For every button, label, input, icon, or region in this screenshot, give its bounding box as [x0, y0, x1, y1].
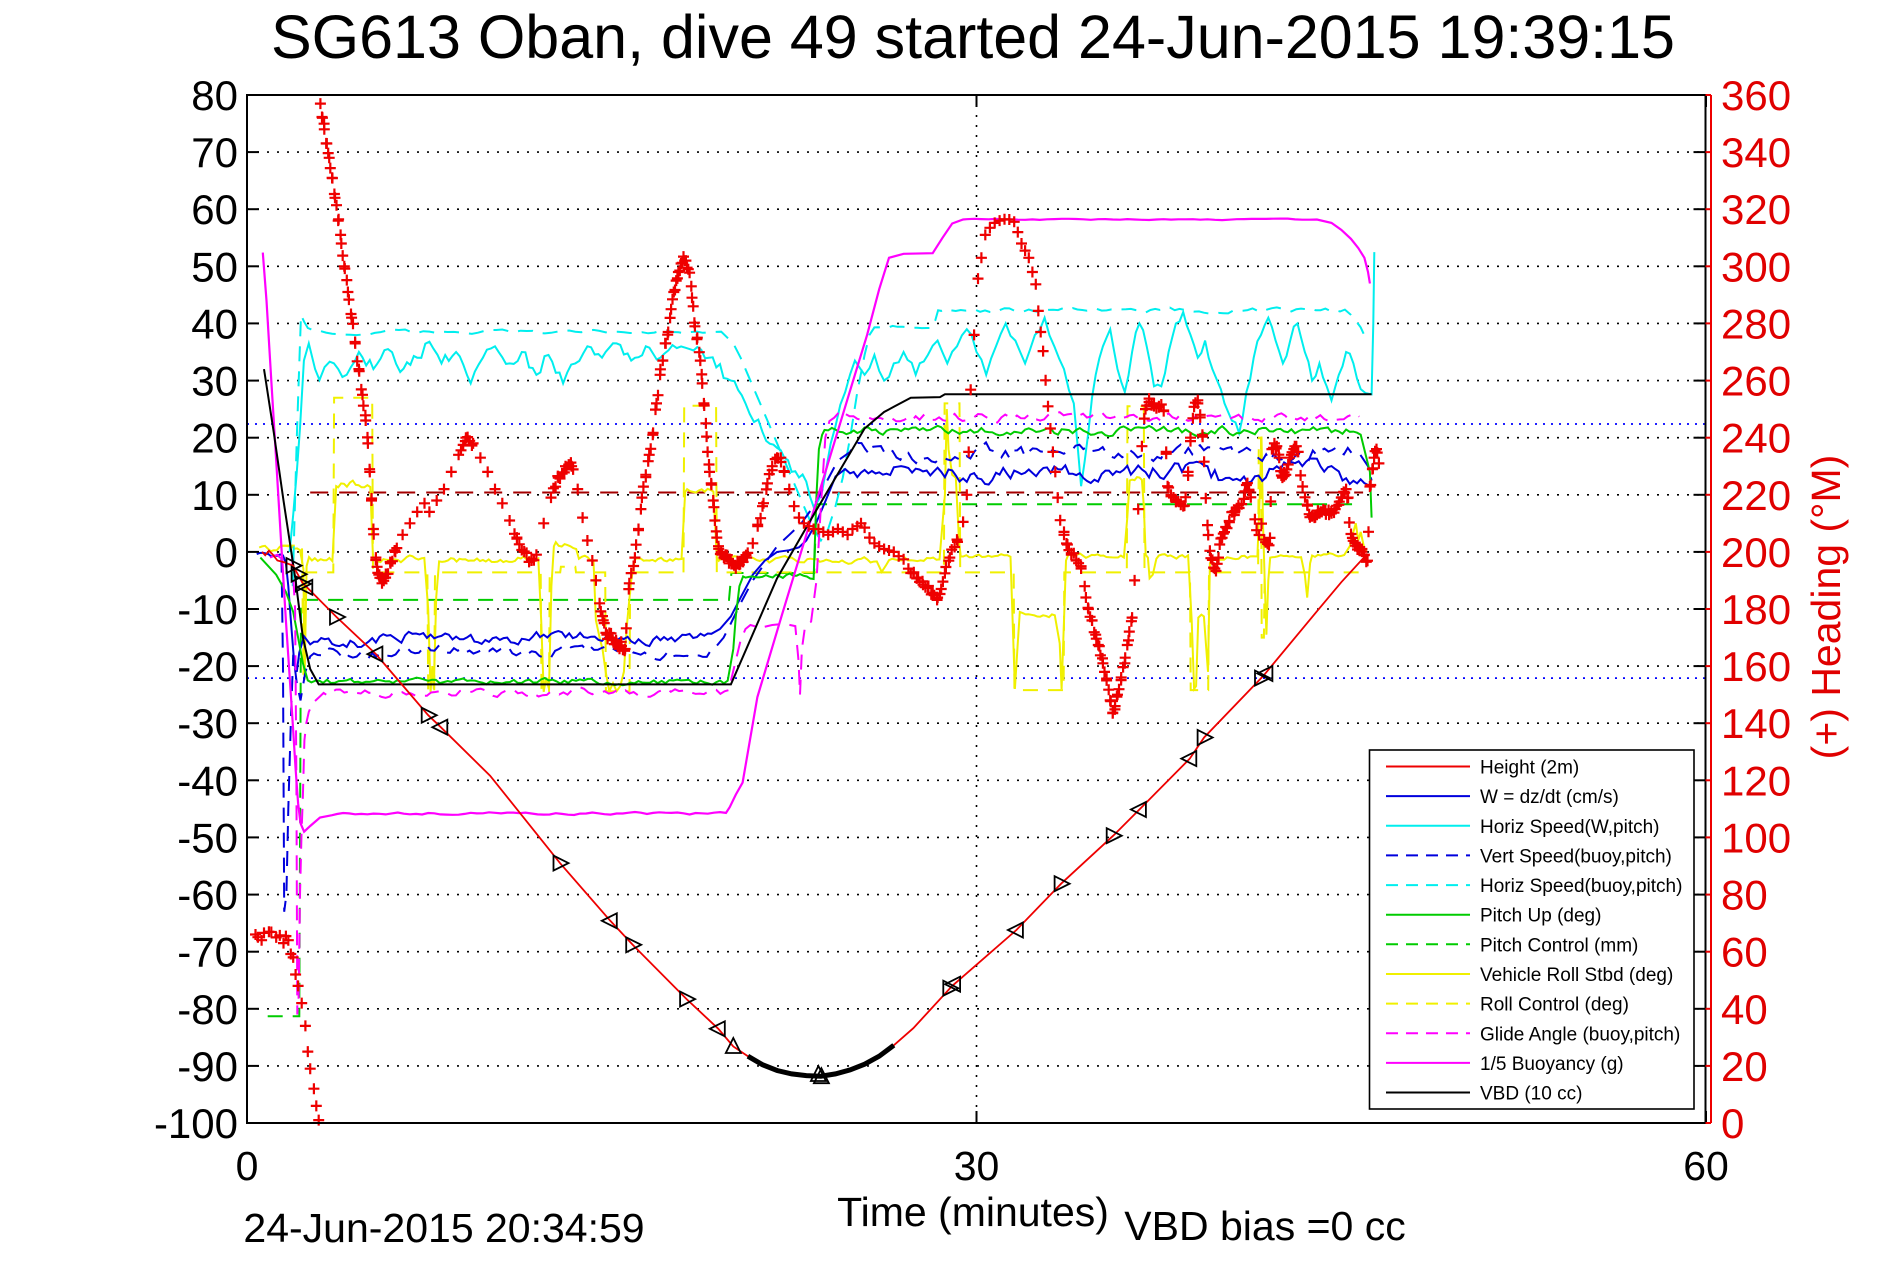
- svg-text:Vert Speed(buoy,pitch): Vert Speed(buoy,pitch): [1480, 846, 1672, 867]
- svg-text:220: 220: [1721, 472, 1791, 519]
- svg-text:-20: -20: [177, 643, 238, 690]
- svg-text:140: 140: [1721, 700, 1791, 747]
- svg-text:Pitch Control (mm): Pitch Control (mm): [1480, 935, 1638, 956]
- svg-text:Glide Angle (buoy,pitch): Glide Angle (buoy,pitch): [1480, 1024, 1680, 1045]
- svg-text:Horiz Speed(buoy,pitch): Horiz Speed(buoy,pitch): [1480, 876, 1682, 897]
- svg-text:40: 40: [1721, 986, 1768, 1033]
- svg-text:60: 60: [1683, 1143, 1729, 1189]
- svg-text:SG613 Oban, dive 49 started 24: SG613 Oban, dive 49 started 24-Jun-2015 …: [271, 3, 1675, 71]
- svg-text:VBD bias =0 cc: VBD bias =0 cc: [1124, 1203, 1405, 1249]
- svg-text:100: 100: [1721, 814, 1791, 861]
- svg-text:40: 40: [191, 300, 238, 347]
- svg-text:300: 300: [1721, 243, 1791, 290]
- svg-text:1/5 Buoyancy (g): 1/5 Buoyancy (g): [1480, 1054, 1624, 1075]
- svg-text:Vehicle Roll Stbd (deg): Vehicle Roll Stbd (deg): [1480, 965, 1673, 986]
- svg-text:-80: -80: [177, 986, 238, 1033]
- svg-text:20: 20: [191, 415, 238, 462]
- svg-text:60: 60: [191, 186, 238, 233]
- svg-text:-40: -40: [177, 757, 238, 804]
- svg-text:260: 260: [1721, 358, 1791, 405]
- svg-text:10: 10: [191, 472, 238, 519]
- svg-text:20: 20: [1721, 1043, 1768, 1090]
- svg-text:(+) Heading (°M): (+) Heading (°M): [1803, 455, 1849, 760]
- svg-text:360: 360: [1721, 72, 1791, 119]
- svg-text:-10: -10: [177, 586, 238, 633]
- svg-text:-70: -70: [177, 929, 238, 976]
- svg-text:30: 30: [954, 1143, 1000, 1189]
- svg-text:120: 120: [1721, 757, 1791, 804]
- svg-text:0: 0: [1721, 1100, 1744, 1147]
- svg-text:Horiz Speed(W,pitch): Horiz Speed(W,pitch): [1480, 817, 1660, 838]
- svg-text:70: 70: [191, 129, 238, 176]
- svg-text:160: 160: [1721, 643, 1791, 690]
- svg-text:W = dz/dt (cm/s): W = dz/dt (cm/s): [1480, 787, 1619, 808]
- svg-text:340: 340: [1721, 129, 1791, 176]
- svg-text:200: 200: [1721, 529, 1791, 576]
- svg-text:60: 60: [1721, 929, 1768, 976]
- svg-text:80: 80: [191, 72, 238, 119]
- svg-text:Roll Control (deg): Roll Control (deg): [1480, 995, 1629, 1016]
- svg-text:0: 0: [236, 1143, 259, 1189]
- svg-text:-90: -90: [177, 1043, 238, 1090]
- svg-text:30: 30: [191, 358, 238, 405]
- svg-text:-50: -50: [177, 814, 238, 861]
- svg-text:180: 180: [1721, 586, 1791, 633]
- svg-text:VBD (10 cc): VBD (10 cc): [1480, 1084, 1582, 1105]
- svg-text:50: 50: [191, 243, 238, 290]
- svg-text:320: 320: [1721, 186, 1791, 233]
- svg-text:24-Jun-2015 20:34:59: 24-Jun-2015 20:34:59: [243, 1205, 644, 1251]
- svg-text:280: 280: [1721, 300, 1791, 347]
- svg-text:Height (2m): Height (2m): [1480, 758, 1579, 779]
- svg-text:-100: -100: [154, 1100, 238, 1147]
- svg-text:240: 240: [1721, 415, 1791, 462]
- svg-text:-30: -30: [177, 700, 238, 747]
- svg-text:80: 80: [1721, 872, 1768, 919]
- svg-text:Pitch Up (deg): Pitch Up (deg): [1480, 906, 1601, 927]
- svg-text:Time (minutes): Time (minutes): [837, 1189, 1109, 1235]
- svg-text:-60: -60: [177, 872, 238, 919]
- svg-text:0: 0: [215, 529, 238, 576]
